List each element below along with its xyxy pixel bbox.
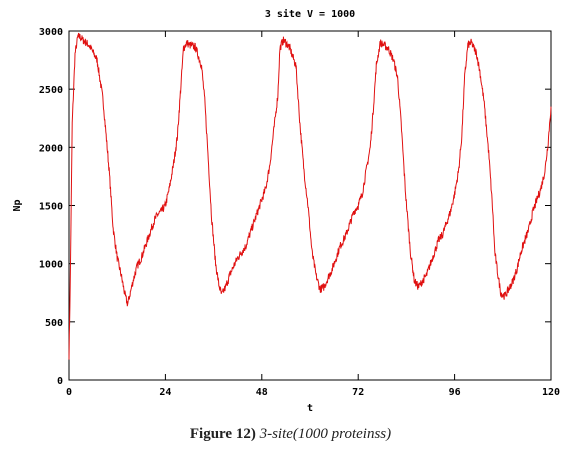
x-tick-label: 96 <box>449 387 461 398</box>
y-tick-label: 2000 <box>39 143 63 154</box>
y-tick-label: 2500 <box>39 85 63 96</box>
x-tick-label: 72 <box>352 387 364 398</box>
x-tick-label: 48 <box>256 387 268 398</box>
caption-text: 3-site(1000 proteinss) <box>259 426 392 442</box>
x-tick-label: 120 <box>542 387 560 398</box>
y-tick-label: 3000 <box>39 27 63 38</box>
series-line <box>68 32 552 360</box>
chart-plot: 0 24 48 72 96 120 0 500 1000 1500 2000 2500 3000 3 s… <box>12 8 560 414</box>
y-axis-label: Np <box>12 199 23 211</box>
x-tick-label: 24 <box>159 387 171 398</box>
caption-label: Figure 12) <box>189 426 256 442</box>
y-tick-label: 1500 <box>39 202 63 213</box>
axis-ticks: 0 24 48 72 96 120 0 500 1000 1500 2000 2500 3000 <box>39 27 560 398</box>
figure-caption: Figure 12) 3-site(1000 proteinss) <box>0 426 581 443</box>
x-axis-label: t <box>307 403 313 414</box>
plot-frame <box>68 30 552 381</box>
series-layer <box>68 32 552 360</box>
y-tick-label: 1000 <box>39 260 63 271</box>
x-tick-label: 0 <box>66 387 72 398</box>
chart-title: 3 site V = 1000 <box>265 8 355 20</box>
y-tick-label: 500 <box>45 318 63 329</box>
y-tick-label: 0 <box>57 376 63 387</box>
